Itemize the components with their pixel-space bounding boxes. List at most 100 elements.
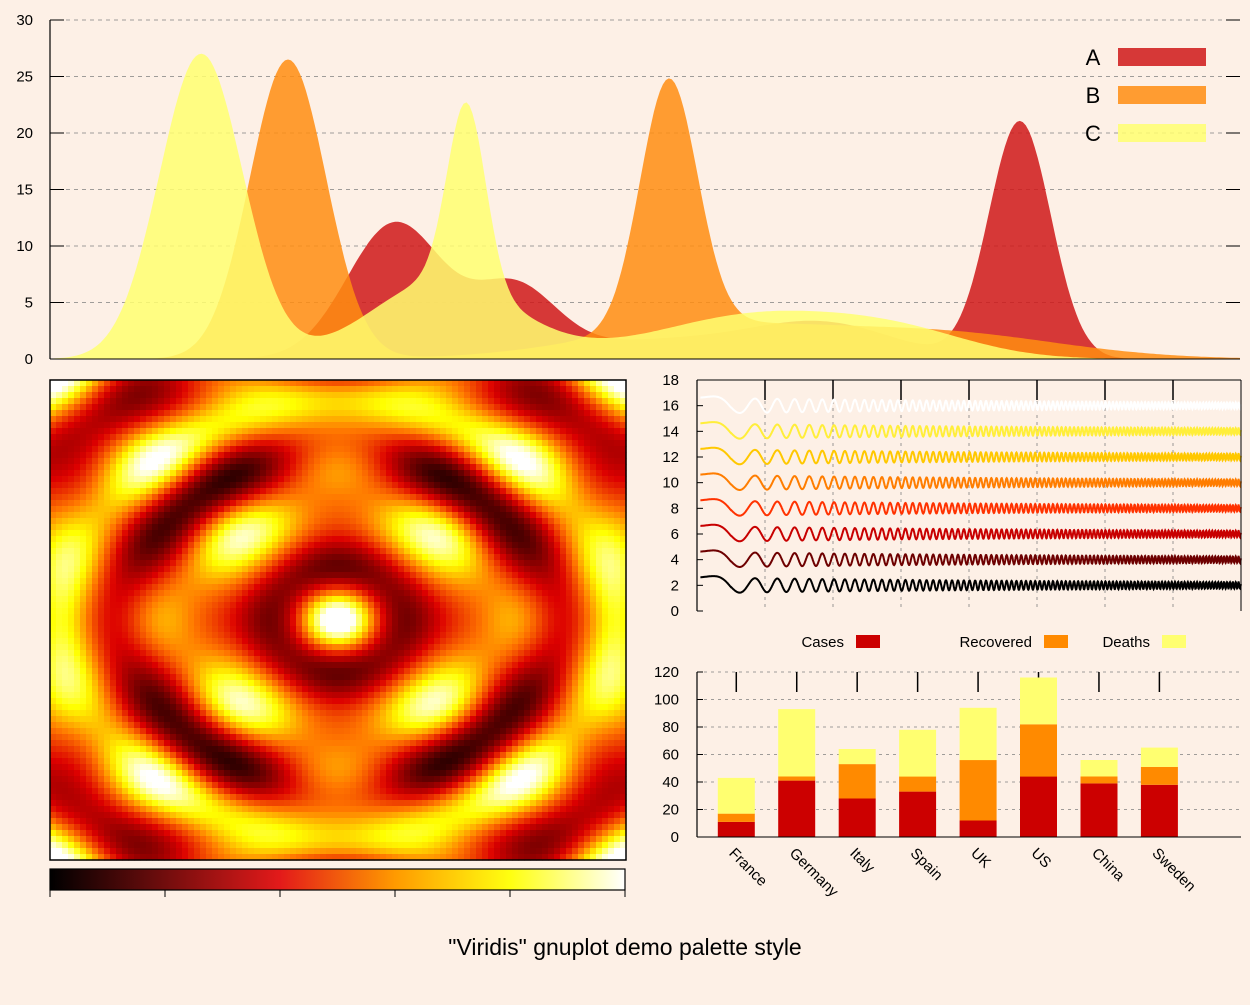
heatmap-cell — [374, 380, 381, 387]
heatmap-cell — [488, 572, 495, 579]
heatmap-cell — [326, 380, 333, 387]
heatmap-cell — [122, 470, 129, 477]
heatmap-cell — [488, 410, 495, 417]
heatmap-cell — [308, 392, 315, 399]
heatmap-cell — [50, 386, 57, 393]
heatmap-cell — [266, 512, 273, 519]
heatmap-cell — [368, 620, 375, 627]
heatmap-cell — [398, 644, 405, 651]
heatmap-cell — [488, 620, 495, 627]
heatmap-cell — [158, 674, 165, 681]
heatmap-cell — [200, 530, 207, 537]
heatmap-cell — [566, 572, 573, 579]
heatmap-cell — [356, 548, 363, 555]
heatmap-cell — [242, 500, 249, 507]
heatmap-cell — [470, 680, 477, 687]
heatmap-cell — [116, 410, 123, 417]
heatmap-cell — [272, 422, 279, 429]
heatmap-cell — [224, 650, 231, 657]
heatmap-cell — [314, 422, 321, 429]
heatmap-cell — [416, 626, 423, 633]
heatmap-cell — [512, 512, 519, 519]
heatmap-cell — [380, 530, 387, 537]
heatmap-cell — [122, 488, 129, 495]
heatmap-cell — [260, 590, 267, 597]
heatmap-cell — [392, 434, 399, 441]
heatmap-cell — [254, 452, 261, 459]
heatmap-cell — [350, 518, 357, 525]
heatmap-cell — [476, 434, 483, 441]
heatmap-cell — [248, 524, 255, 531]
heatmap-cell — [206, 578, 213, 585]
heatmap-cell — [146, 644, 153, 651]
heatmap-cell — [284, 410, 291, 417]
heatmap-cell — [338, 452, 345, 459]
heatmap-cell — [110, 602, 117, 609]
heatmap-cell — [212, 392, 219, 399]
heatmap-cell — [284, 506, 291, 513]
heatmap-cell — [164, 674, 171, 681]
heatmap-cell — [524, 488, 531, 495]
heatmap-cell — [470, 428, 477, 435]
heatmap-cell — [290, 602, 297, 609]
heatmap-cell — [590, 584, 597, 591]
heatmap-cell — [50, 482, 57, 489]
heatmap-cell — [398, 596, 405, 603]
heatmap-cell — [542, 596, 549, 603]
heatmap-cell — [368, 614, 375, 621]
heatmap-cell — [200, 548, 207, 555]
heatmap-cell — [356, 518, 363, 525]
heatmap-cell — [374, 674, 381, 681]
heatmap-cell — [344, 596, 351, 603]
heatmap-cell — [410, 566, 417, 573]
heatmap-cell — [500, 452, 507, 459]
heatmap-cell — [98, 470, 105, 477]
heatmap-cell — [374, 470, 381, 477]
heatmap-cell — [206, 386, 213, 393]
heatmap-cell — [398, 470, 405, 477]
heatmap-cell — [206, 506, 213, 513]
heatmap-cell — [188, 644, 195, 651]
heatmap-cell — [308, 602, 315, 609]
heatmap-cell — [584, 452, 591, 459]
heatmap-cell — [542, 440, 549, 447]
heatmap-cell — [104, 434, 111, 441]
legend-swatch-A — [1118, 48, 1206, 66]
heatmap-cell — [416, 686, 423, 693]
heatmap-cell — [284, 392, 291, 399]
heatmap-cell — [50, 410, 57, 417]
heatmap-cell — [380, 536, 387, 543]
heatmap-cell — [608, 548, 615, 555]
heatmap-cell — [248, 662, 255, 669]
heatmap-cell — [266, 632, 273, 639]
heatmap-cell — [572, 620, 579, 627]
heatmap-cell — [518, 452, 525, 459]
heatmap-cell — [350, 614, 357, 621]
heatmap-cell — [86, 674, 93, 681]
heatmap-cell — [380, 542, 387, 549]
heatmap-cell — [566, 512, 573, 519]
heatmap-cell — [296, 620, 303, 627]
heatmap-cell — [80, 596, 87, 603]
heatmap-cell — [200, 506, 207, 513]
heatmap-cell — [116, 536, 123, 543]
heatmap-cell — [68, 416, 75, 423]
heatmap-cell — [170, 446, 177, 453]
heatmap-cell — [170, 518, 177, 525]
heatmap-cell — [218, 452, 225, 459]
heatmap-cell — [74, 452, 81, 459]
heatmap-cell — [560, 602, 567, 609]
heatmap-cell — [140, 542, 147, 549]
heatmap-cell — [146, 428, 153, 435]
heatmap-cell — [602, 434, 609, 441]
heatmap-cell — [122, 428, 129, 435]
heatmap-cell — [578, 554, 585, 561]
heatmap-cell — [464, 488, 471, 495]
heatmap-cell — [386, 482, 393, 489]
heatmap-cell — [236, 656, 243, 663]
heatmap-cell — [500, 638, 507, 645]
heatmap-cell — [74, 680, 81, 687]
heatmap-cell — [338, 428, 345, 435]
heatmap-cell — [602, 572, 609, 579]
heatmap-cell — [584, 482, 591, 489]
